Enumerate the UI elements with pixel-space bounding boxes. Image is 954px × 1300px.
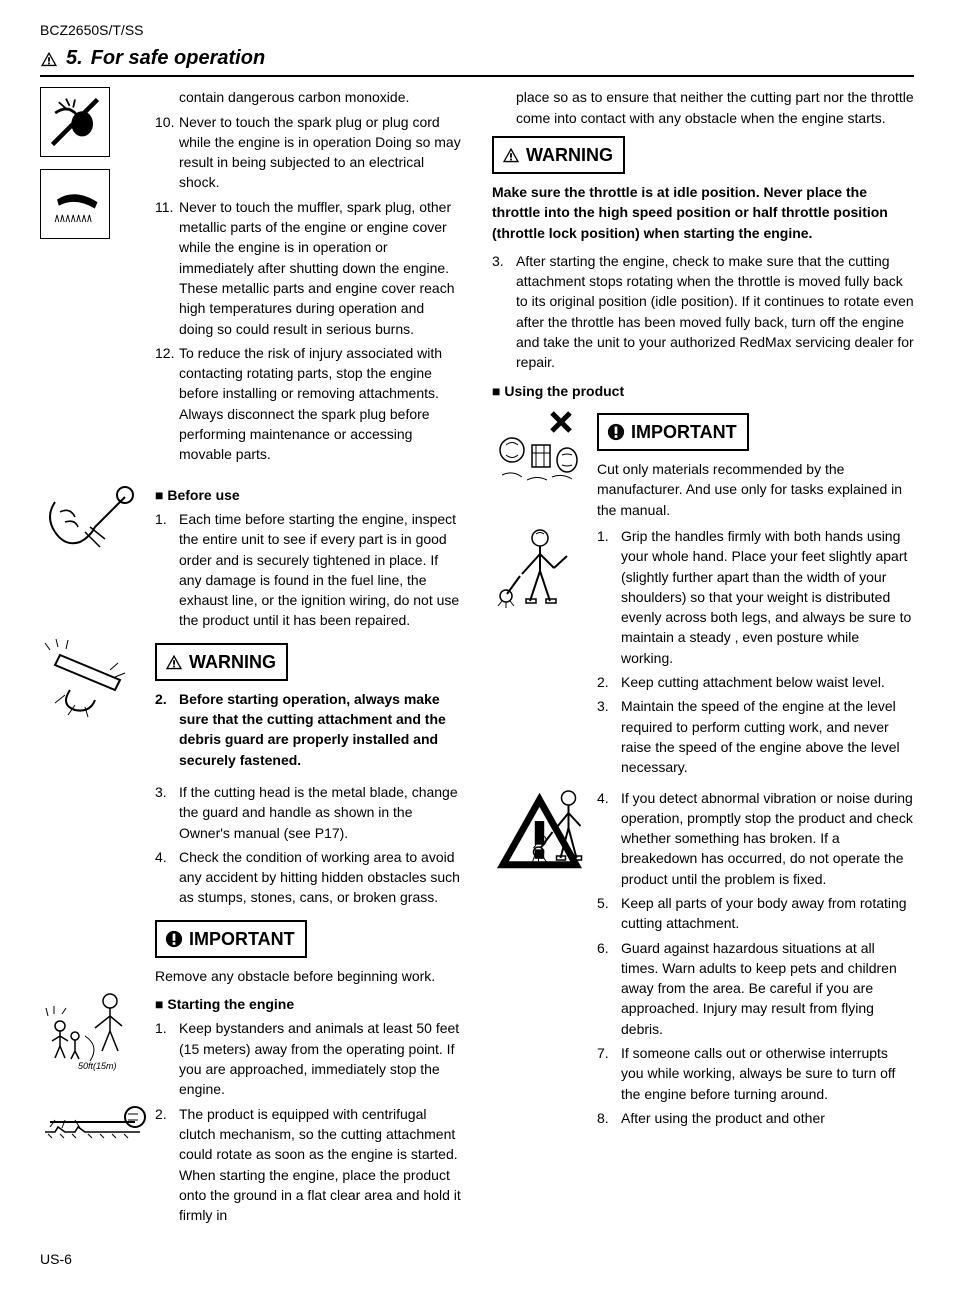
inspect-unit-icon	[40, 477, 140, 567]
list-item: 6.Guard against hazardous situations at …	[597, 938, 914, 1039]
important-circle-icon	[165, 930, 183, 948]
grip-handles-icon	[492, 526, 587, 616]
list-item: 8.After using the product and other	[597, 1108, 914, 1128]
svg-text:50ft(15m): 50ft(15m)	[78, 1061, 117, 1071]
continuation-text: place so as to ensure that neither the c…	[516, 87, 914, 128]
list-item: 4.If you detect abnormal vibration or no…	[597, 788, 914, 889]
list-item: 2.The product is equipped with centrifug…	[155, 1104, 462, 1226]
debris-guard-icon	[40, 635, 140, 725]
place-on-ground-icon	[40, 1082, 150, 1142]
list-item: 5.Keep all parts of your body away from …	[597, 893, 914, 934]
warning-label: WARNING	[526, 142, 613, 168]
cut-materials-icon	[492, 405, 587, 495]
using-product-heading: Using the product	[492, 381, 914, 401]
warning-callout: WARNING	[155, 643, 288, 681]
list-item: 1.Grip the handles firmly with both hand…	[597, 526, 914, 668]
important-text: Cut only materials recommended by the ma…	[597, 459, 914, 520]
important-callout: IMPORTANT	[597, 413, 749, 451]
right-column: place so as to ensure that neither the c…	[492, 87, 914, 1229]
hot-surface-icon	[40, 169, 110, 239]
warning-callout: WARNING	[492, 136, 625, 174]
bystanders-distance-icon: 50ft(15m)	[40, 986, 140, 1076]
list-item: 11.Never to touch the muffler, spark plu…	[155, 197, 462, 339]
list-item: 2.Keep cutting attachment below waist le…	[597, 672, 914, 692]
important-callout: IMPORTANT	[155, 920, 307, 958]
warning-triangle-icon	[492, 788, 514, 878]
important-label: IMPORTANT	[631, 419, 737, 445]
warning-label: WARNING	[189, 649, 276, 675]
warning-triangle-icon	[165, 653, 183, 671]
section-header: 5. For safe operation	[40, 44, 914, 77]
warning-triangle-icon	[502, 146, 520, 164]
before-use-heading: Before use	[155, 485, 462, 505]
warning-triangle-icon	[40, 51, 58, 67]
list-item: 3.If the cutting head is the metal blade…	[155, 782, 462, 843]
list-item: 4.Check the condition of working area to…	[155, 847, 462, 908]
list-item: 1.Each time before starting the engine, …	[155, 509, 462, 631]
important-text: Remove any obstacle before beginning wor…	[155, 966, 462, 986]
important-circle-icon	[607, 423, 625, 441]
list-item: 3.Maintain the speed of the engine at th…	[597, 696, 914, 777]
abnormal-vibration-icon	[518, 788, 588, 878]
page-number: US-6	[40, 1249, 914, 1269]
important-label: IMPORTANT	[189, 926, 295, 952]
starting-engine-heading: Starting the engine	[155, 994, 462, 1014]
left-column: contain dangerous carbon monoxide. 10.Ne…	[40, 87, 462, 1229]
section-title: For safe operation	[91, 44, 265, 73]
intro-tail: contain dangerous carbon monoxide.	[179, 87, 462, 107]
list-item: 2.Before starting operation, always make…	[155, 689, 462, 770]
list-item: 3.After starting the engine, check to ma…	[492, 251, 914, 373]
list-item: 7.If someone calls out or otherwise inte…	[597, 1043, 914, 1104]
list-item: 10.Never to touch the spark plug or plug…	[155, 112, 462, 193]
no-touch-sparkplug-icon	[40, 87, 110, 157]
model-number: BCZ2650S/T/SS	[40, 20, 914, 40]
warning-text: Make sure the throttle is at idle positi…	[492, 182, 914, 243]
list-item: 1.Keep bystanders and animals at least 5…	[155, 1018, 462, 1099]
list-item: 12.To reduce the risk of injury associat…	[155, 343, 462, 465]
section-number: 5.	[66, 44, 83, 73]
